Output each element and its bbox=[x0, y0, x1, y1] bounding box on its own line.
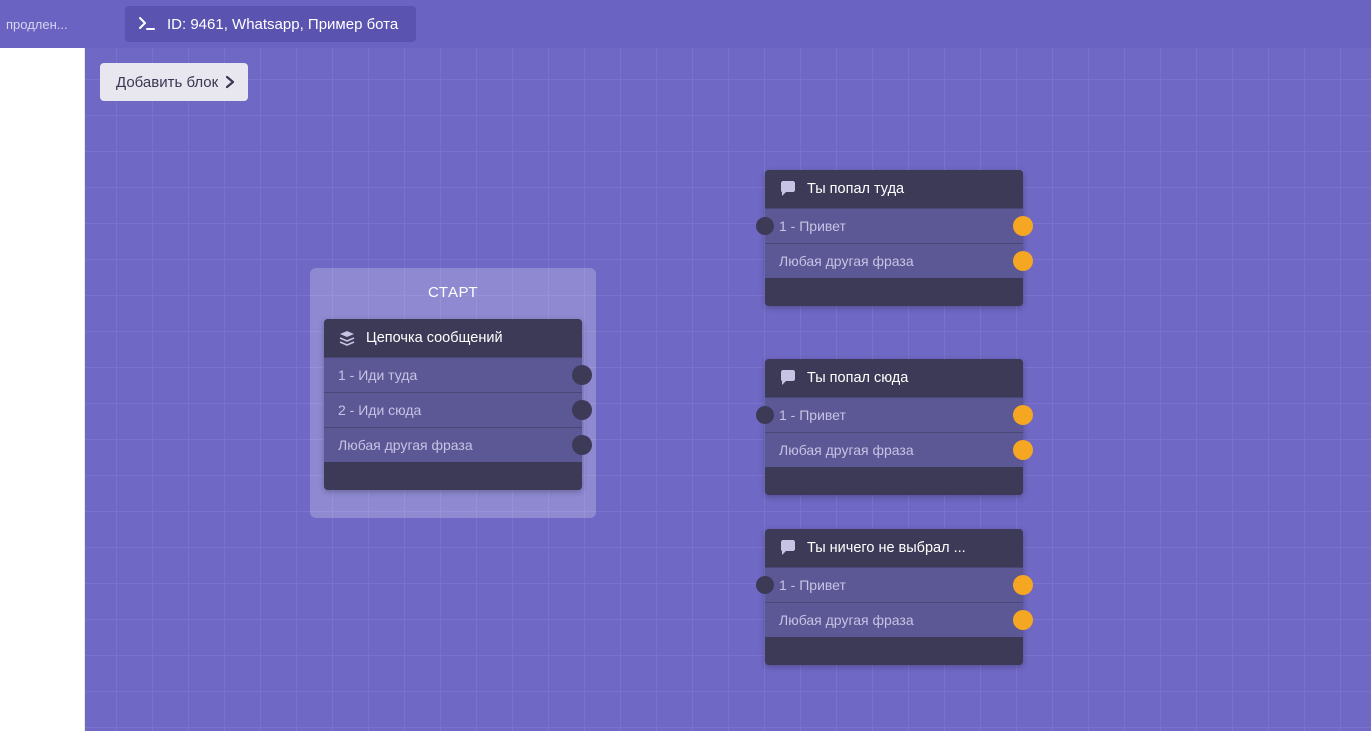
topbar: продлен... ID: 9461, Whatsapp, Пример бо… bbox=[0, 0, 1371, 48]
row-label: Любая другая фраза bbox=[779, 253, 914, 269]
breadcrumb-tab[interactable]: ID: 9461, Whatsapp, Пример бота bbox=[125, 6, 416, 42]
node-b-card[interactable]: Ты попал сюда 1 - Привет Любая другая фр… bbox=[765, 359, 1023, 495]
row-label: 1 - Привет bbox=[779, 218, 846, 234]
chat-icon bbox=[779, 540, 797, 556]
topbar-left-truncated-text: продлен... bbox=[0, 0, 85, 48]
add-block-button[interactable]: Добавить блок bbox=[100, 63, 248, 101]
add-block-label: Добавить блок bbox=[116, 74, 218, 91]
output-port-orange[interactable] bbox=[1013, 405, 1033, 425]
node-c-header-label: Ты ничего не выбрал ... bbox=[807, 540, 966, 556]
chevron-right-icon bbox=[224, 75, 236, 89]
card-footer bbox=[324, 462, 582, 490]
node-a-row-0[interactable]: 1 - Привет bbox=[765, 208, 1023, 243]
node-a-header-label: Ты попал туда bbox=[807, 181, 904, 197]
breadcrumb-text: ID: 9461, Whatsapp, Пример бота bbox=[167, 16, 398, 33]
output-port[interactable] bbox=[572, 435, 592, 455]
node-c-row-0[interactable]: 1 - Привет bbox=[765, 567, 1023, 602]
output-port[interactable] bbox=[572, 400, 592, 420]
node-start-header-label: Цепочка сообщений bbox=[366, 330, 503, 346]
node-start-header[interactable]: Цепочка сообщений bbox=[324, 319, 582, 357]
node-a-card[interactable]: Ты попал туда 1 - Привет Любая другая фр… bbox=[765, 170, 1023, 306]
output-port-orange[interactable] bbox=[1013, 440, 1033, 460]
canvas-grid bbox=[85, 48, 1371, 731]
node-a-row-1[interactable]: Любая другая фраза bbox=[765, 243, 1023, 278]
node-start-row-0[interactable]: 1 - Иди туда bbox=[324, 357, 582, 392]
node-start-wrapper[interactable]: СТАРТ Цепочка сообщений 1 - Иди туда 2 -… bbox=[310, 268, 596, 518]
input-port[interactable] bbox=[756, 406, 774, 424]
chat-icon bbox=[779, 370, 797, 386]
row-label: Любая другая фраза bbox=[779, 612, 914, 628]
node-a-header[interactable]: Ты попал туда bbox=[765, 170, 1023, 208]
stack-icon bbox=[338, 330, 356, 346]
row-label: 1 - Иди туда bbox=[338, 367, 417, 383]
chat-icon bbox=[779, 181, 797, 197]
row-label: 1 - Привет bbox=[779, 407, 846, 423]
node-start-card[interactable]: Цепочка сообщений 1 - Иди туда 2 - Иди с… bbox=[324, 319, 582, 490]
start-title: СТАРТ bbox=[324, 284, 582, 301]
node-start-row-1[interactable]: 2 - Иди сюда bbox=[324, 392, 582, 427]
node-c-header[interactable]: Ты ничего не выбрал ... bbox=[765, 529, 1023, 567]
output-port-orange[interactable] bbox=[1013, 216, 1033, 236]
node-c-card[interactable]: Ты ничего не выбрал ... 1 - Привет Любая… bbox=[765, 529, 1023, 665]
node-b-row-0[interactable]: 1 - Привет bbox=[765, 397, 1023, 432]
card-footer bbox=[765, 637, 1023, 665]
output-port[interactable] bbox=[572, 365, 592, 385]
row-label: Любая другая фраза bbox=[779, 442, 914, 458]
row-label: 2 - Иди сюда bbox=[338, 402, 421, 418]
card-footer bbox=[765, 467, 1023, 495]
node-start-row-2[interactable]: Любая другая фраза bbox=[324, 427, 582, 462]
card-footer bbox=[765, 278, 1023, 306]
row-label: 1 - Привет bbox=[779, 577, 846, 593]
output-port-orange[interactable] bbox=[1013, 251, 1033, 271]
output-port-orange[interactable] bbox=[1013, 575, 1033, 595]
row-label: Любая другая фраза bbox=[338, 437, 473, 453]
input-port[interactable] bbox=[756, 576, 774, 594]
node-b-header-label: Ты попал сюда bbox=[807, 370, 908, 386]
left-sidebar bbox=[0, 48, 85, 731]
output-port-orange[interactable] bbox=[1013, 610, 1033, 630]
node-b-header[interactable]: Ты попал сюда bbox=[765, 359, 1023, 397]
node-b-row-1[interactable]: Любая другая фраза bbox=[765, 432, 1023, 467]
flow-canvas[interactable]: Добавить блок СТАРТ Цепочка сообщений 1 … bbox=[85, 48, 1371, 731]
node-c-row-1[interactable]: Любая другая фраза bbox=[765, 602, 1023, 637]
terminal-icon bbox=[139, 17, 157, 31]
input-port[interactable] bbox=[756, 217, 774, 235]
